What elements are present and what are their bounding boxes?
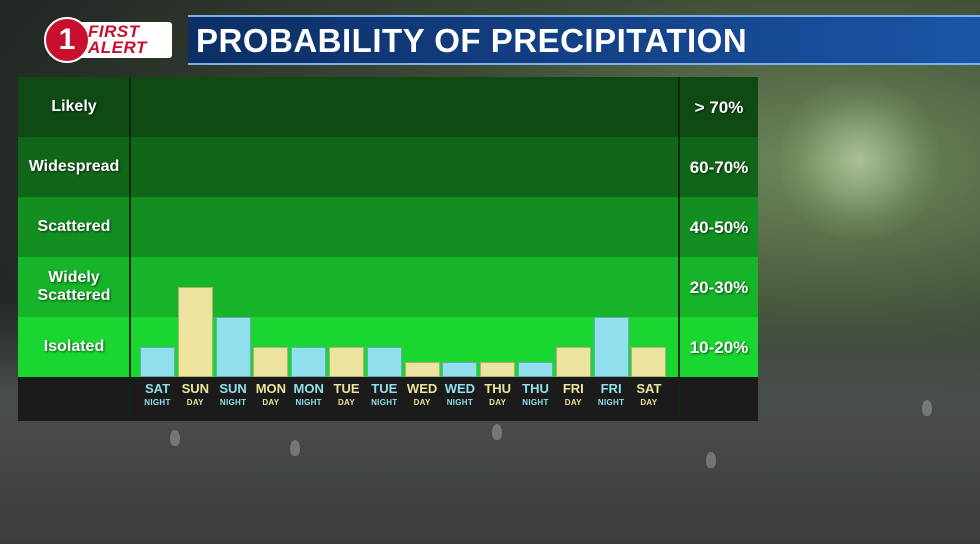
x-tick-period: DAY (337, 398, 356, 407)
band-label: Likely (51, 98, 97, 115)
x-tick-period: DAY (262, 398, 280, 407)
precip-bar-tue-night (366, 347, 402, 377)
x-tick-day: WED (406, 381, 438, 396)
x-tick-label: WED DAY (403, 382, 441, 410)
x-tick-period: DAY (413, 398, 431, 407)
logo-channel-number: 1 (44, 17, 90, 63)
x-tick-day: TUE (333, 381, 360, 396)
x-tick-label: TUE DAY (328, 382, 366, 410)
band-range: > 70% (694, 98, 744, 117)
x-tick-day: SAT (636, 381, 662, 396)
logo-word-first: FIRST (88, 22, 140, 41)
precip-bar-sun-day (177, 287, 213, 377)
precip-bar-thu-night (518, 362, 553, 377)
precip-bar-sat-day (631, 347, 667, 377)
logo-word-alert: ALERT (88, 38, 147, 57)
x-tick-label: THU DAY (479, 382, 517, 410)
x-tick-day: SUN (219, 381, 247, 396)
x-tick-period: NIGHT (295, 398, 322, 407)
band-label: Widespread (28, 158, 120, 175)
x-tick-period: NIGHT (144, 398, 171, 407)
x-tick-day: SUN (181, 381, 210, 396)
x-tick-day: MON (255, 381, 287, 396)
x-tick-period: NIGHT (446, 398, 474, 407)
band-widely-scattered: Widely Scattered 20-30% (18, 257, 758, 317)
x-tick-period: DAY (640, 398, 658, 407)
precip-bar-sun-night (215, 317, 251, 377)
band-range: 40-50% (689, 218, 749, 237)
rain-splash (706, 452, 716, 468)
x-tick-day: MON (293, 381, 324, 396)
rain-splash (170, 430, 180, 446)
x-tick-day: THU (484, 381, 512, 396)
x-tick-day: THU (522, 381, 549, 396)
rain-splash (492, 424, 502, 440)
logo-plate (78, 22, 172, 58)
x-tick-label: TUE NIGHT (365, 382, 403, 410)
precip-bar-thu-day (480, 362, 516, 377)
x-axis-row (18, 377, 758, 421)
background-light (780, 80, 940, 240)
x-tick-day: SAT (144, 381, 171, 396)
x-tick-day: TUE (371, 381, 398, 396)
precip-bar-mon-day (253, 347, 289, 377)
x-tick-period: DAY (186, 398, 204, 407)
precip-bar-tue-day (329, 347, 364, 377)
chart-panel: Likely > 70% Widespread 60-70% Scattered… (18, 77, 758, 421)
x-tick-period: NIGHT (371, 398, 398, 407)
x-tick-day: FRI (600, 381, 622, 396)
x-tick-label: SUN DAY (176, 382, 214, 410)
band-widespread: Widespread 60-70% (18, 137, 758, 197)
x-tick-label: FRI NIGHT (592, 382, 630, 410)
band-range: 60-70% (689, 158, 749, 177)
precip-bar-wed-night (442, 362, 478, 377)
rain-splash (922, 400, 932, 416)
x-tick-period: DAY (489, 398, 507, 407)
x-tick-period: NIGHT (522, 398, 549, 407)
first-alert-logo: 1 FIRST ALERT (44, 17, 174, 63)
precip-bar-fri-day (555, 347, 591, 377)
band-label: Scattered (37, 218, 111, 235)
precip-bar-wed-day (404, 362, 440, 377)
right-divider (678, 77, 680, 421)
band-range: 20-30% (689, 278, 749, 297)
x-tick-day: FRI (562, 381, 584, 396)
x-tick-label: MON NIGHT (290, 382, 328, 410)
x-tick-label: THU NIGHT (517, 382, 555, 410)
x-tick-label: FRI DAY (554, 382, 592, 410)
title-bar: PROBABILITY OF PRECIPITATION (188, 15, 980, 65)
x-tick-period: NIGHT (597, 398, 625, 407)
band-likely: Likely > 70% (18, 77, 758, 137)
precip-bar-sat-night (140, 347, 175, 377)
precip-bar-fri-night (593, 317, 629, 377)
x-tick-label: WED NIGHT (441, 382, 479, 410)
x-tick-day: WED (444, 381, 476, 396)
x-tick-label: SUN NIGHT (214, 382, 252, 410)
band-range: 10-20% (689, 338, 749, 357)
x-tick-period: DAY (564, 398, 582, 407)
left-divider (129, 77, 131, 421)
x-tick-label: MON DAY (252, 382, 290, 410)
rain-splash (290, 440, 300, 456)
x-tick-label: SAT NIGHT (139, 382, 177, 410)
band-label: Isolated (43, 338, 105, 355)
band-label: Widely Scattered (37, 269, 111, 304)
precip-bar-mon-night (291, 347, 327, 377)
chart-title: PROBABILITY OF PRECIPITATION (196, 22, 748, 59)
x-tick-period: NIGHT (219, 398, 247, 407)
band-scattered: Scattered 40-50% (18, 197, 758, 257)
x-tick-label: SAT DAY (630, 382, 668, 410)
